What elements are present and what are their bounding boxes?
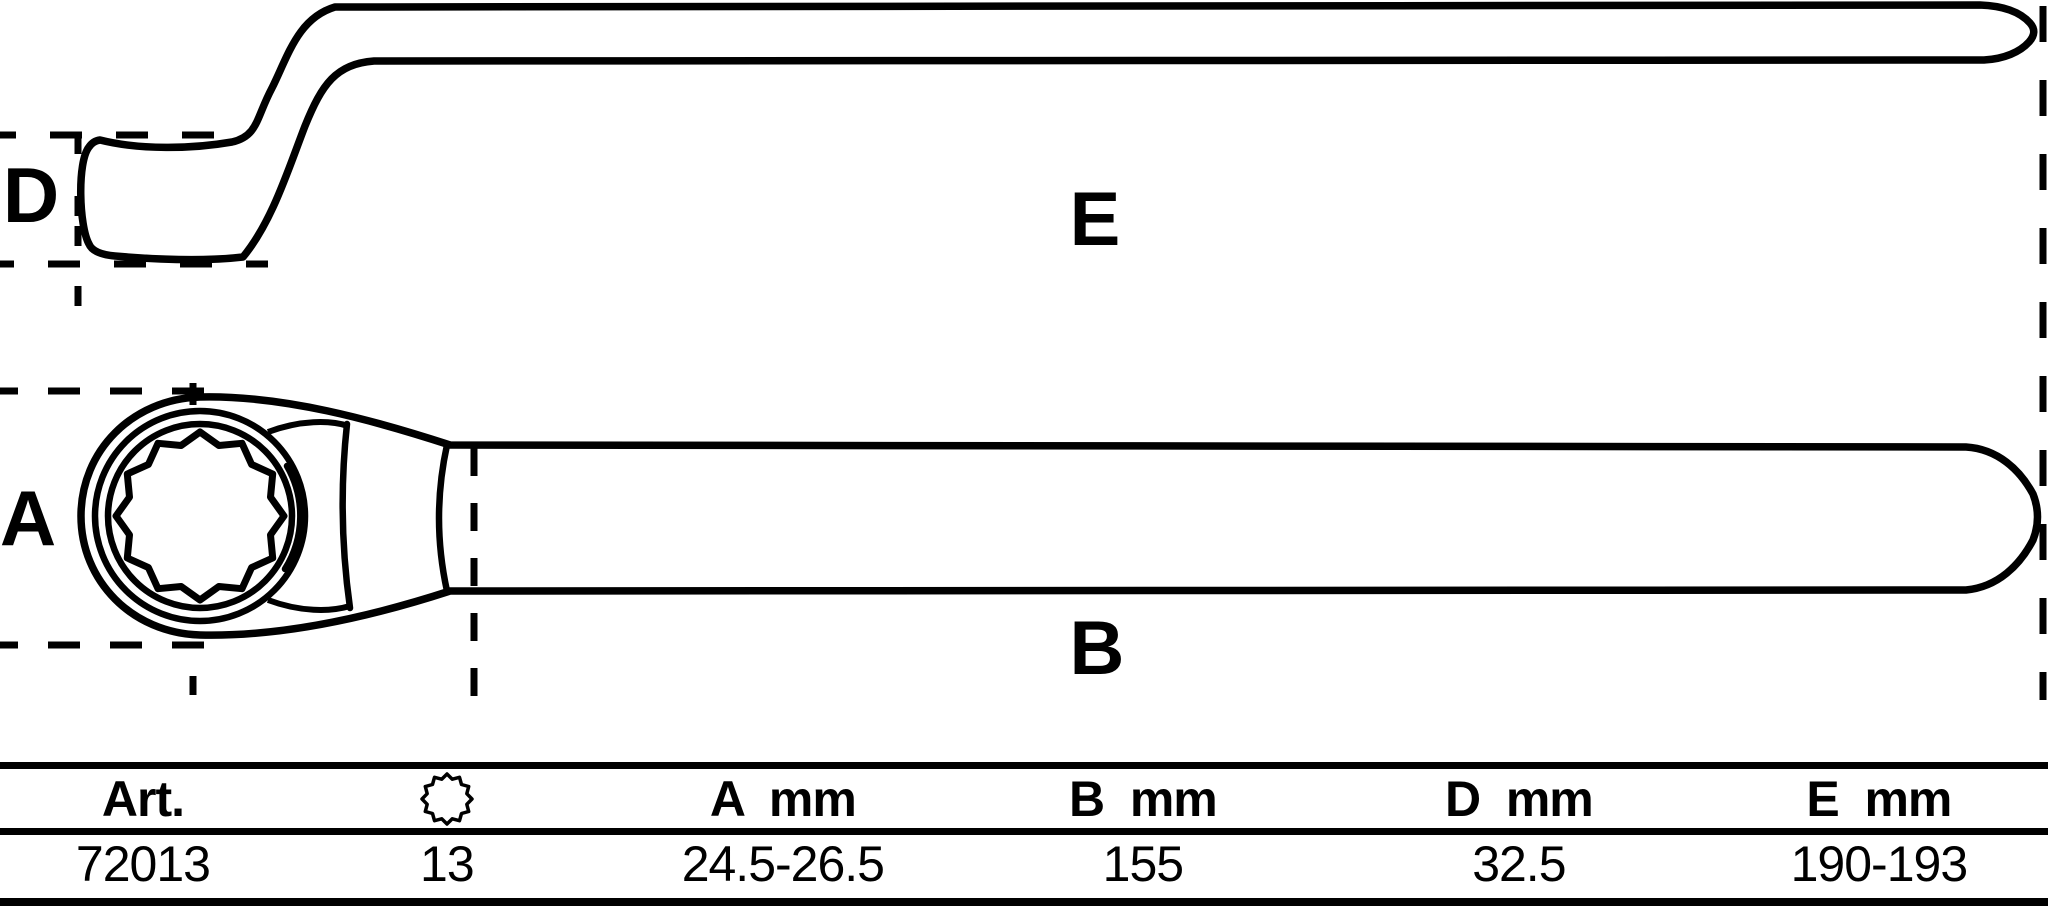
- bi-hex-profile-icon: [420, 771, 474, 826]
- bihex-opening-profile: [112, 428, 288, 604]
- insulation-joint-arc-2: [435, 441, 451, 595]
- value-art-number: 72013: [75, 836, 211, 891]
- value-e-mm: 190-193: [1790, 836, 1968, 891]
- value-size: 13: [420, 836, 475, 891]
- wrench-technical-drawing: D E A B: [0, 1, 2047, 700]
- dim-label-d: D: [3, 151, 59, 239]
- value-b-mm: 155: [1102, 836, 1184, 891]
- spec-table-header-row: Art. A mm B mm D mm E mm: [0, 769, 2048, 835]
- header-cell-a-mm: A mm: [608, 769, 958, 828]
- value-cell-b-mm: 155: [958, 835, 1328, 891]
- ring-insulation-circle-outer: [91, 407, 309, 625]
- value-cell-e-mm: 190-193: [1710, 835, 2048, 891]
- spec-table: Art. A mm B mm D mm E mm 72013: [0, 762, 2048, 906]
- header-cell-size: [286, 769, 608, 828]
- dim-label-b: B: [1070, 606, 1125, 691]
- dim-label-a: A: [0, 474, 56, 562]
- header-label-b-mm: B mm: [1068, 770, 1218, 827]
- dim-label-e: E: [1070, 177, 1121, 262]
- value-cell-art: 72013: [0, 835, 286, 891]
- insulation-joint-arc-1: [339, 420, 354, 612]
- header-label-d-mm: D mm: [1444, 770, 1594, 827]
- ring-highlight-arc: [281, 462, 304, 573]
- value-a-mm: 24.5-26.5: [681, 836, 885, 891]
- header-label-art: Art.: [101, 770, 185, 827]
- neck-top-connector-line: [266, 419, 349, 435]
- header-cell-d-mm: D mm: [1328, 769, 1710, 828]
- value-cell-d-mm: 32.5: [1328, 835, 1710, 891]
- value-cell-a-mm: 24.5-26.5: [608, 835, 958, 891]
- plan-view-outline: [77, 393, 2042, 639]
- value-d-mm: 32.5: [1472, 836, 1566, 891]
- ring-insulation-circle-inner: [104, 420, 296, 612]
- header-cell-e-mm: E mm: [1710, 769, 2048, 828]
- spec-table-value-row: 72013 13 24.5-26.5 155 32.5 190-193: [0, 835, 2048, 891]
- side-view-outline: [77, 1, 2038, 264]
- header-label-e-mm: E mm: [1806, 770, 1952, 827]
- header-cell-art: Art.: [0, 769, 286, 828]
- value-cell-size: 13: [286, 835, 608, 891]
- header-cell-b-mm: B mm: [958, 769, 1328, 828]
- neck-bottom-connector-line: [266, 597, 351, 613]
- header-label-a-mm: A mm: [709, 770, 857, 827]
